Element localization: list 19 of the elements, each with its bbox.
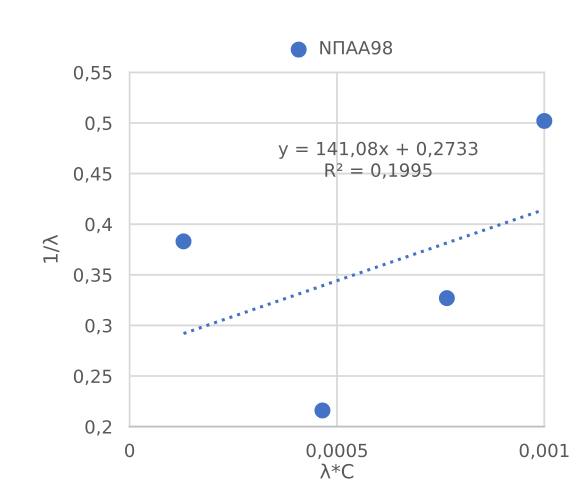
point <box>314 402 330 418</box>
y-axis-title: 1/λ <box>42 234 60 263</box>
point <box>438 290 455 306</box>
point <box>176 233 192 250</box>
y-tick-label: 0,4 <box>85 218 112 234</box>
legend-label: NПАА98 <box>320 40 392 55</box>
y-tick-label: 0,35 <box>74 268 112 284</box>
y-tick-label: 0,5 <box>85 116 112 132</box>
y-tick-label: 0,25 <box>74 369 112 385</box>
point <box>536 112 552 129</box>
x-axis-title: λ*C <box>320 464 354 479</box>
x-tick-label: 0 <box>125 444 134 458</box>
y-tick-label: 0,55 <box>74 66 112 82</box>
y-tick-label: 0,45 <box>74 167 112 183</box>
annotation: y = 141,08x + 0,2733 R² = 0,1995 <box>278 142 478 179</box>
x-tick-label: 0,001 <box>520 444 568 460</box>
y-tick-label: 0,3 <box>85 318 112 334</box>
y-tick-label: 0,2 <box>85 420 112 436</box>
x-tick-label: 0,0005 <box>306 444 367 460</box>
